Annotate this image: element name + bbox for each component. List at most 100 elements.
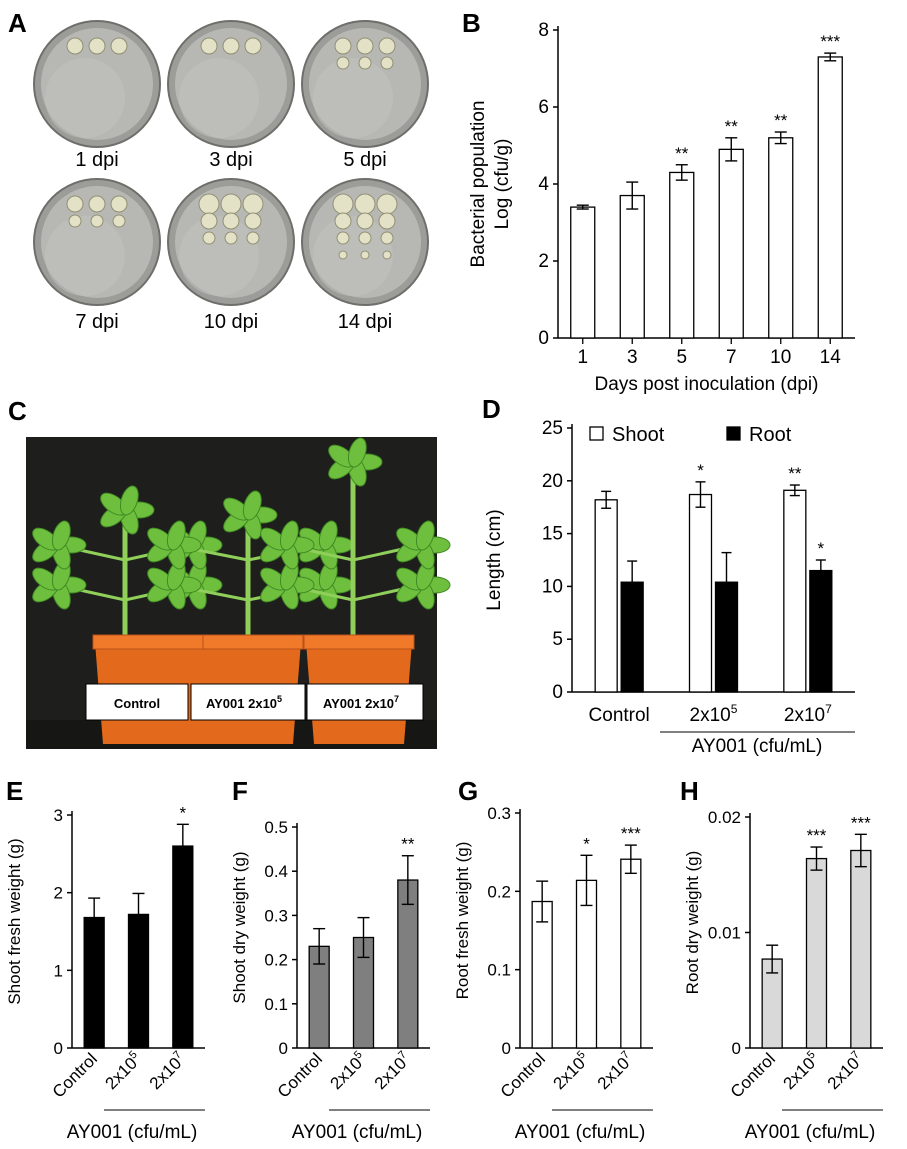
- bar: [850, 849, 872, 1049]
- bacterial-colony: [202, 231, 216, 245]
- bar-root: [809, 569, 833, 693]
- y-tick-label: 0: [54, 1039, 63, 1058]
- y-axis-label: Shoot dry weight (g): [230, 851, 249, 1003]
- y-tick-label: 0.5: [264, 818, 288, 837]
- category-label: 2x107: [593, 1049, 638, 1094]
- category-label: 2x107: [784, 702, 832, 726]
- pot-label-box: [85, 683, 189, 721]
- category-sup: 7: [619, 1049, 632, 1062]
- dish-glare: [313, 58, 393, 138]
- y-tick-label: 0.1: [264, 995, 288, 1014]
- significance-marker: **: [788, 464, 802, 483]
- pot-rim: [202, 634, 304, 650]
- bacterial-colony: [336, 231, 350, 245]
- bar-shoot: [783, 489, 807, 693]
- panel-g-label: G: [458, 776, 478, 806]
- category-label: 2x105: [326, 1049, 371, 1094]
- group-label: AY001 (cfu/mL): [745, 1122, 876, 1143]
- y-tick-label: 1: [54, 961, 63, 980]
- significance-marker: ***: [807, 826, 827, 845]
- bar-shoot: [594, 499, 618, 693]
- y-tick-label: 0.1: [487, 961, 511, 980]
- bacterial-colony: [356, 212, 374, 230]
- panel-f-label: F: [232, 776, 248, 806]
- bar: [768, 137, 794, 339]
- group-label: AY001 (cfu/mL): [692, 736, 823, 757]
- category-label: 14: [820, 347, 842, 368]
- bacterial-colony: [90, 214, 104, 228]
- y-tick-label: 2: [54, 884, 63, 903]
- panel-d-label: D: [482, 394, 501, 424]
- plant-leaf: [279, 520, 299, 551]
- bacterial-colony: [354, 193, 376, 215]
- y-tick-label: 25: [542, 418, 563, 439]
- category-sup: 5: [127, 1049, 140, 1062]
- category-label: 2x105: [779, 1049, 824, 1094]
- y-tick-label: 4: [538, 174, 549, 195]
- category-label: 2x105: [101, 1049, 146, 1094]
- y-tick-label: 5: [552, 629, 563, 650]
- bacterial-colony: [380, 56, 394, 70]
- tomato-plant: [260, 437, 451, 650]
- category-label: 2x105: [690, 702, 738, 726]
- pot-label-box: [306, 683, 424, 721]
- category-sup: 5: [575, 1049, 588, 1062]
- bacterial-colony: [88, 195, 106, 213]
- bacterial-colony: [66, 195, 84, 213]
- bacterial-colony: [68, 214, 82, 228]
- bacterial-colony: [358, 231, 372, 245]
- bar: [805, 857, 828, 1049]
- plant-leaf: [347, 437, 367, 468]
- bacterial-colony: [338, 250, 348, 260]
- y-tick-label: 0.3: [264, 906, 288, 925]
- bacterial-colony: [336, 56, 350, 70]
- y-tick-label: 15: [542, 524, 563, 545]
- y-axis-label: Length (cm): [484, 509, 505, 610]
- y-tick-label: 0.02: [708, 808, 741, 827]
- bacterial-colony: [198, 193, 220, 215]
- plant-leaf: [166, 520, 186, 551]
- group-label: AY001 (cfu/mL): [515, 1122, 646, 1143]
- plant-leaf: [51, 520, 71, 551]
- y-axis-label: Root dry weight (g): [683, 851, 702, 995]
- dish-glare: [45, 58, 125, 138]
- category-label: 7: [726, 347, 737, 368]
- significance-marker: **: [725, 117, 739, 136]
- bar-shoot: [688, 493, 713, 693]
- group-label: AY001 (cfu/mL): [67, 1122, 198, 1143]
- y-tick-label: 20: [542, 471, 563, 492]
- significance-marker: **: [774, 111, 788, 130]
- category-sup: 5: [352, 1049, 365, 1062]
- significance-marker: *: [818, 539, 825, 558]
- y-tick-label: 0.4: [264, 862, 288, 881]
- petri-dish: [33, 20, 161, 148]
- pot-label: AY001 2x107: [323, 694, 399, 711]
- significance-marker: *: [180, 803, 187, 822]
- legend-label: Root: [749, 424, 792, 446]
- y-axis-label: Shoot fresh weight (g): [5, 838, 24, 1004]
- legend-swatch: [726, 426, 741, 441]
- category-label: 10: [770, 347, 791, 368]
- plate-label: 5 dpi: [343, 149, 386, 171]
- y-axis-label: Log (cfu/g): [492, 139, 513, 230]
- panel-c-photo: C Control AY001 2x105 AY001 2x107: [8, 396, 451, 749]
- y-tick-label: 0: [538, 328, 549, 349]
- bar: [172, 845, 194, 1049]
- bacterial-colony: [358, 56, 372, 70]
- bar: [531, 900, 553, 1049]
- bacterial-colony: [376, 193, 398, 215]
- chart-b: B 0 2 4 6 8 1 3 ** 5 ** 7 ** 10 *** 14 Bacterial populat…: [462, 8, 855, 395]
- pot-label-sup: 7: [394, 694, 399, 704]
- significance-marker: *: [583, 834, 590, 853]
- y-tick-label: 0: [732, 1039, 741, 1058]
- pot-label: AY001 2x105: [206, 694, 282, 711]
- bacterial-colony: [380, 231, 394, 245]
- plant-leaf: [242, 490, 262, 521]
- significance-marker: **: [401, 835, 415, 854]
- bacterial-colony: [220, 193, 242, 215]
- y-tick-label: 0.2: [487, 882, 511, 901]
